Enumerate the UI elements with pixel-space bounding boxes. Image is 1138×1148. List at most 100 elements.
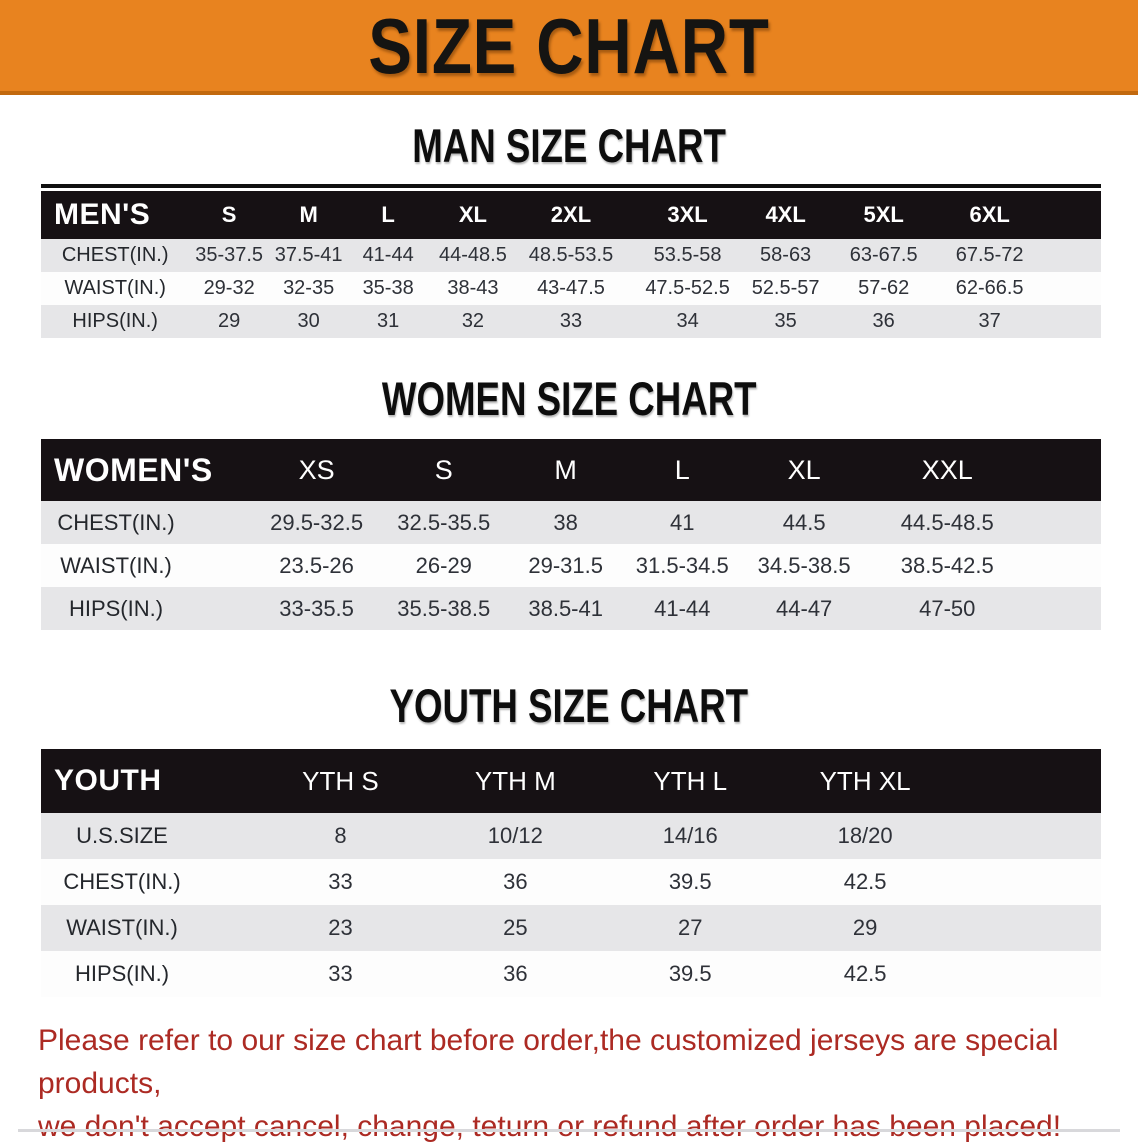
- size-value: 10/12: [487, 823, 543, 848]
- size-value: 33: [559, 310, 583, 332]
- row-label: HIPS(IN.): [68, 595, 164, 621]
- table-row: HIPS(IN.) 33-35.5 35.5-38.5 38.5-41 41-44 44-…: [41, 587, 1101, 630]
- size-table-men: MEN'S S M L XL 2XL 3XL 4XL 5XL 6XL CHEST(IN.) 35-37…: [41, 191, 1101, 338]
- row-label: CHEST(IN.): [57, 509, 175, 535]
- banner-title: SIZE CHART: [368, 1, 770, 90]
- size-value: 31: [377, 310, 400, 332]
- size-value: 58-63: [760, 244, 812, 266]
- size-value: 41-44: [362, 244, 414, 266]
- size-column-header: XS: [253, 439, 381, 501]
- row-label: WAIST(IN.): [60, 552, 172, 578]
- header-spacer-cell: [1026, 439, 1101, 501]
- size-value: 53.5-58: [653, 244, 722, 266]
- table-row: HIPS(IN.) 33 36 39.5 42.5: [41, 951, 1101, 997]
- row-spacer-cell: [1027, 501, 1101, 544]
- men-size-table-wrap: MEN'S S M L XL 2XL 3XL 4XL 5XL 6XL CHEST(IN.) 35-37…: [41, 184, 1101, 338]
- size-column-header: M: [507, 439, 624, 501]
- size-column-header: YTH L: [602, 749, 778, 813]
- row-label: CHEST(IN.): [61, 244, 169, 266]
- size-value: 14/16: [662, 823, 718, 848]
- size-value: 25: [503, 915, 528, 940]
- table-header-row: YOUTH YTH S YTH M YTH L YTH XL: [41, 749, 1101, 813]
- table-row: HIPS(IN.) 29 30 31 32 33 34 35 36 37: [41, 305, 1101, 338]
- disclaimer-line-1: Please refer to our size chart before or…: [38, 1024, 1059, 1100]
- size-value: 34: [676, 310, 699, 332]
- size-value: 52.5-57: [751, 277, 820, 299]
- size-column-header: 2XL: [517, 191, 624, 239]
- women-section-heading-text: WOMEN SIZE CHART: [381, 372, 757, 425]
- size-column-header: XL: [427, 191, 518, 239]
- size-column-header: YTH S: [253, 749, 428, 813]
- size-value: 63-67.5: [849, 244, 918, 266]
- table-row: CHEST(IN.) 33 36 39.5 42.5: [41, 859, 1101, 905]
- size-value: 38.5-42.5: [900, 552, 994, 578]
- size-chart-banner: SIZE CHART: [0, 0, 1138, 95]
- table-top-rule: [41, 184, 1101, 188]
- size-value: 42.5: [843, 869, 887, 894]
- size-value: 62-66.5: [955, 277, 1024, 299]
- size-value: 35.5-38.5: [397, 595, 491, 621]
- size-value: 27: [677, 915, 703, 940]
- size-value: 29-31.5: [528, 552, 603, 578]
- men-section-heading-text: MAN SIZE CHART: [412, 119, 726, 172]
- row-spacer-cell: [1032, 272, 1101, 305]
- table-header-row: WOMEN'S XS S M L XL XXL: [41, 439, 1101, 501]
- header-spacer-cell: [1032, 191, 1101, 239]
- table-row: WAIST(IN.) 23.5-26 26-29 29-31.5 31.5-34.5 34…: [41, 544, 1101, 587]
- size-column-header: S: [189, 191, 269, 239]
- header-spacer-cell: [952, 749, 1101, 813]
- table-group-label: WOMEN'S: [41, 439, 253, 501]
- size-value: 37: [978, 310, 1001, 332]
- size-value: 47.5-52.5: [645, 277, 730, 299]
- size-column-header: 3XL: [623, 191, 752, 239]
- size-value: 44.5-48.5: [900, 509, 994, 535]
- table-row: CHEST(IN.) 35-37.5 37.5-41 41-44 44-48.5 48.5…: [41, 239, 1101, 272]
- size-value: 8: [334, 823, 347, 848]
- row-spacer-cell: [953, 905, 1101, 951]
- row-label: HIPS(IN.): [74, 961, 170, 986]
- size-value: 38.5-41: [528, 595, 603, 621]
- size-column-header: L: [623, 439, 741, 501]
- table-header-row: MEN'S S M L XL 2XL 3XL 4XL 5XL 6XL: [41, 191, 1101, 239]
- row-label: CHEST(IN.): [63, 869, 181, 894]
- size-value: 26-29: [415, 552, 472, 578]
- size-value: 38: [553, 509, 578, 535]
- size-value: 30: [297, 310, 320, 332]
- youth-section-heading: YOUTH SIZE CHART: [0, 682, 1138, 729]
- row-spacer-cell: [1027, 587, 1101, 630]
- size-value: 32.5-35.5: [397, 509, 491, 535]
- size-column-header: 5XL: [820, 191, 948, 239]
- size-value: 33: [328, 961, 353, 986]
- size-value: 44-47: [776, 595, 833, 621]
- size-value: 29-32: [203, 277, 255, 299]
- size-value: 38-43: [447, 277, 499, 299]
- size-value: 42.5: [843, 961, 887, 986]
- bottom-edge-rule: [18, 1129, 1120, 1132]
- size-value: 35: [774, 310, 797, 332]
- size-value: 29: [218, 310, 241, 332]
- row-label: WAIST(IN.): [64, 277, 166, 299]
- size-value: 23: [328, 915, 353, 940]
- row-label: WAIST(IN.): [66, 915, 178, 940]
- table-row: U.S.SIZE 8 10/12 14/16 18/20: [41, 813, 1101, 859]
- size-value: 23.5-26: [279, 552, 354, 578]
- table-row: WAIST(IN.) 23 25 27 29: [41, 905, 1101, 951]
- table-group-label: MEN'S: [41, 191, 190, 239]
- size-column-header: M: [268, 191, 349, 239]
- size-value: 29: [852, 915, 878, 940]
- size-value: 35-37.5: [195, 244, 264, 266]
- size-value: 39.5: [668, 869, 712, 894]
- size-column-header: YTH M: [427, 749, 603, 813]
- size-value: 18/20: [837, 823, 893, 848]
- size-value: 36: [872, 310, 895, 332]
- size-value: 44-48.5: [439, 244, 507, 266]
- size-value: 44.5: [782, 509, 826, 535]
- row-label: U.S.SIZE: [76, 823, 168, 848]
- size-value: 33: [328, 869, 353, 894]
- size-value: 47-50: [919, 595, 976, 621]
- youth-size-table-wrap: YOUTH YTH S YTH M YTH L YTH XL U.S.SIZE 8 10/12…: [41, 749, 1101, 997]
- size-column-header: S: [380, 439, 508, 501]
- youth-section-heading-text: YOUTH SIZE CHART: [389, 679, 749, 732]
- women-size-table-wrap: WOMEN'S XS S M L XL XXL CHEST(IN.) 29.5-32.5 32.5…: [41, 439, 1101, 630]
- row-spacer-cell: [1032, 239, 1101, 272]
